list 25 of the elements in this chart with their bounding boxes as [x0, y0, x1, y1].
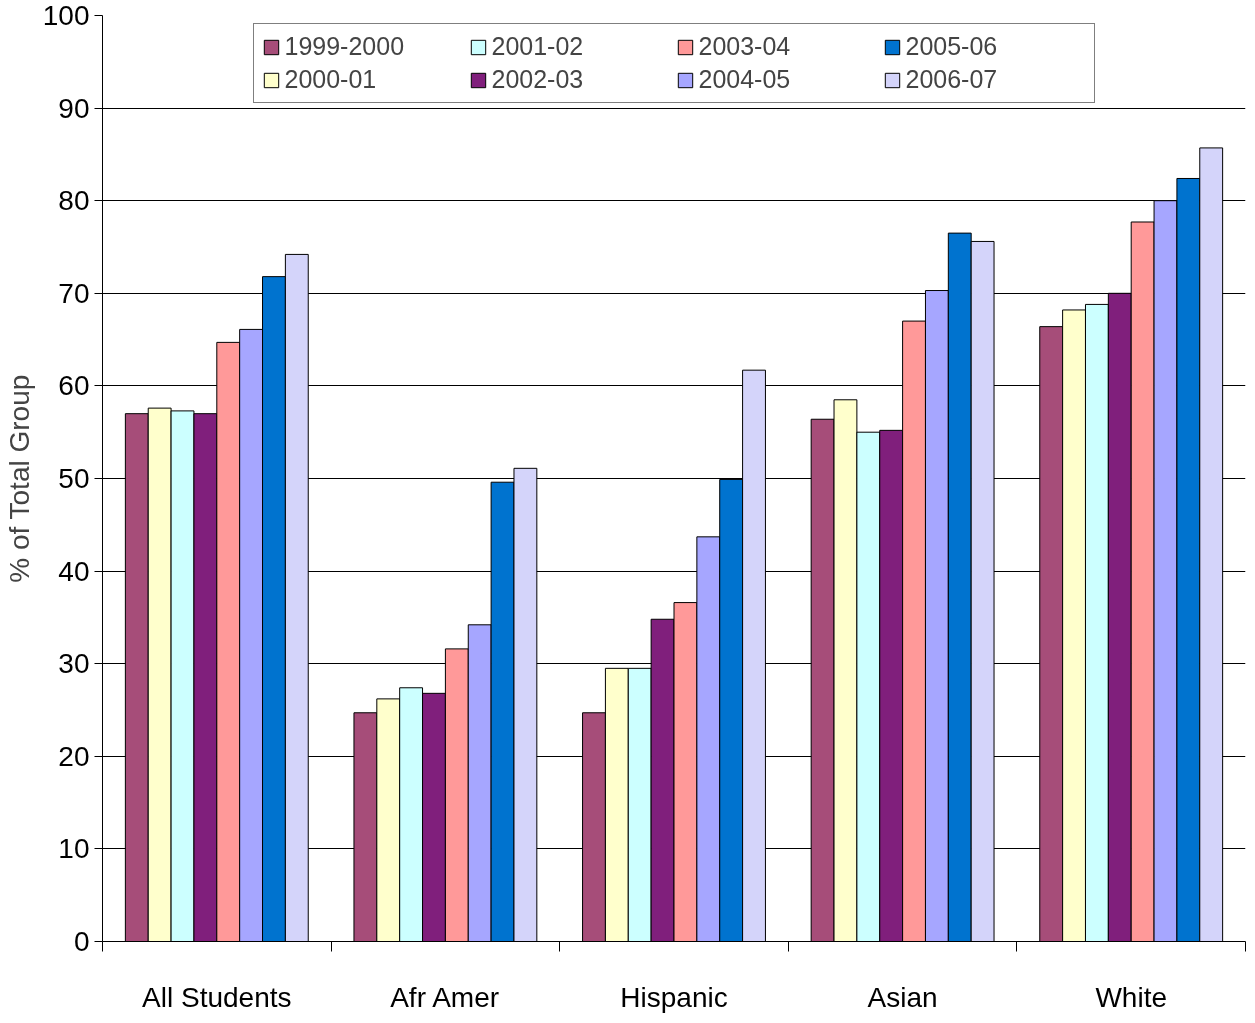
- legend-label: 2006-07: [905, 65, 999, 94]
- legend-label: 2001-02: [491, 32, 585, 61]
- legend-label: 1999-2000: [284, 32, 406, 61]
- x-tick-label: White: [1095, 981, 1167, 1013]
- y-tick-label: 20: [58, 740, 90, 772]
- x-tick-label: Hispanic: [620, 981, 728, 1013]
- legend-label: 2003-04: [698, 32, 792, 61]
- y-tick-label: 90: [58, 92, 90, 124]
- y-tick-label: 10: [58, 833, 90, 865]
- y-tick-label: 50: [58, 463, 90, 494]
- y-tick-label: 30: [58, 648, 90, 680]
- y-tick-label: 0: [73, 926, 90, 957]
- legend-label: 2005-06: [905, 32, 999, 61]
- y-tick-label: 40: [58, 555, 90, 587]
- y-tick-label: 70: [58, 277, 90, 309]
- x-tick-label: Afr Amer: [390, 981, 500, 1013]
- x-tick-label: Asian: [867, 981, 938, 1013]
- y-tick-label: 100: [42, 0, 90, 31]
- legend-label: 2000-01: [284, 65, 378, 94]
- x-tick-label: All Students: [142, 981, 292, 1013]
- legend-label: 2004-05: [698, 65, 792, 94]
- y-tick-label: 60: [58, 370, 90, 402]
- legend-label: 2002-03: [491, 65, 585, 94]
- y-axis-title: % of Total Group: [3, 374, 35, 583]
- y-tick-label: 80: [58, 185, 90, 217]
